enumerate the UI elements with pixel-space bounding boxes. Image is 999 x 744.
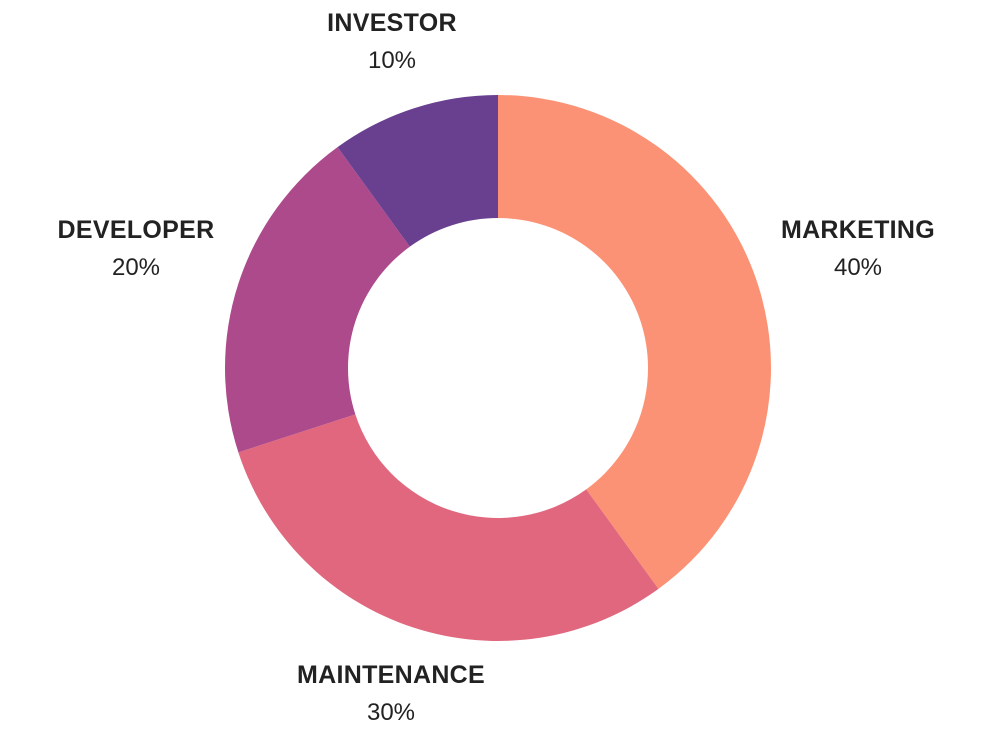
slice-value-developer: 20% <box>111 254 161 281</box>
slice-marketing <box>498 95 771 589</box>
label-maintenance: MAINTENANCE 30% <box>297 660 485 728</box>
slice-value-marketing: 40% <box>833 254 883 281</box>
slice-label-marketing: MARKETING <box>780 216 936 244</box>
label-investor: INVESTOR 10% <box>327 8 457 76</box>
slice-maintenance <box>238 414 659 641</box>
label-marketing: MARKETING 40% <box>781 215 935 283</box>
slice-value-investor: 10% <box>367 47 417 74</box>
slice-label-investor: INVESTOR <box>327 9 457 37</box>
slice-value-maintenance: 30% <box>366 699 416 726</box>
slice-investor <box>337 95 498 247</box>
slice-label-maintenance: MAINTENANCE <box>296 661 486 689</box>
label-developer: DEVELOPER 20% <box>58 215 215 283</box>
slice-developer <box>225 147 410 453</box>
slice-label-developer: DEVELOPER <box>57 216 215 244</box>
